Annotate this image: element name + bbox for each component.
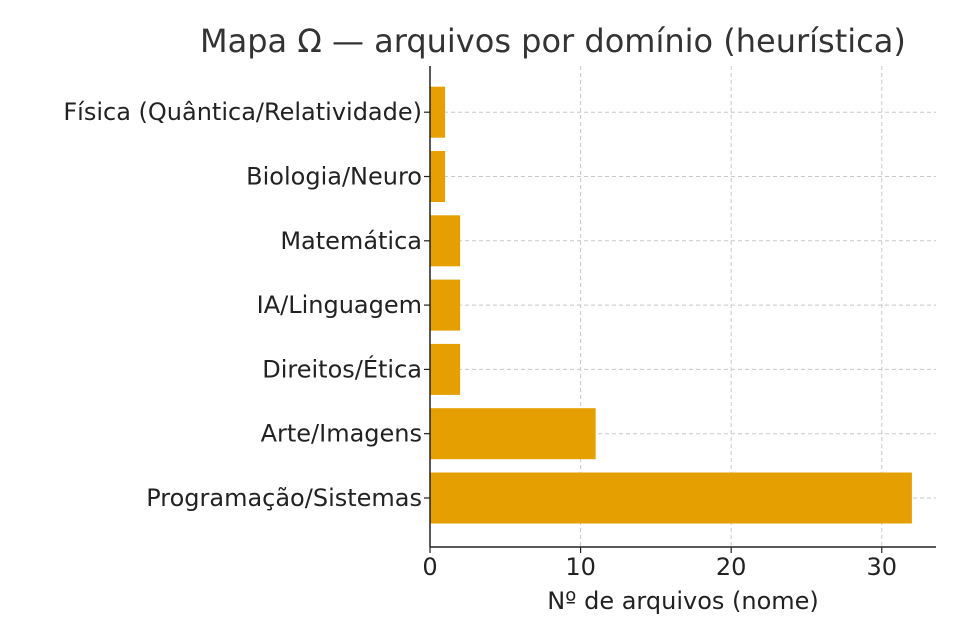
bar-2 [430, 343, 461, 395]
category-label-1: Arte/Imagens [261, 420, 422, 448]
axes [424, 66, 936, 548]
x-ticks: 0 10 20 30 [422, 547, 897, 581]
x-axis-label: Nº de arquivos (nome) [547, 587, 819, 615]
bar-3 [430, 279, 461, 331]
chart-title: Mapa Ω — arquivos por domínio (heurístic… [200, 22, 906, 60]
x-tick-label-0: 0 [422, 553, 437, 581]
category-label-6: Física (Quântica/Relatividade) [63, 98, 422, 126]
category-label-3: IA/Linguagem [257, 291, 422, 319]
bars [430, 86, 912, 524]
category-label-0: Programação/Sistemas [146, 484, 422, 512]
x-tick-label-3: 30 [867, 553, 898, 581]
category-label-4: Matemática [280, 227, 422, 255]
category-labels: Programação/Sistemas Arte/Imagens Direitos… [63, 98, 422, 512]
bar-4 [430, 215, 461, 267]
x-tick-label-1: 10 [565, 553, 596, 581]
bar-5 [430, 151, 446, 202]
category-label-2: Direitos/Ética [262, 354, 422, 383]
bar-1 [430, 408, 596, 460]
bar-6 [430, 86, 446, 138]
category-label-5: Biologia/Neuro [246, 163, 422, 191]
bar-0 [430, 472, 912, 524]
x-tick-label-2: 20 [716, 553, 747, 581]
